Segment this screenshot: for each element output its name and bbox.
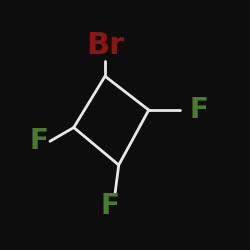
Text: F: F (30, 127, 49, 155)
Text: F: F (190, 96, 209, 124)
Text: F: F (100, 192, 119, 220)
Text: Br: Br (86, 30, 124, 60)
